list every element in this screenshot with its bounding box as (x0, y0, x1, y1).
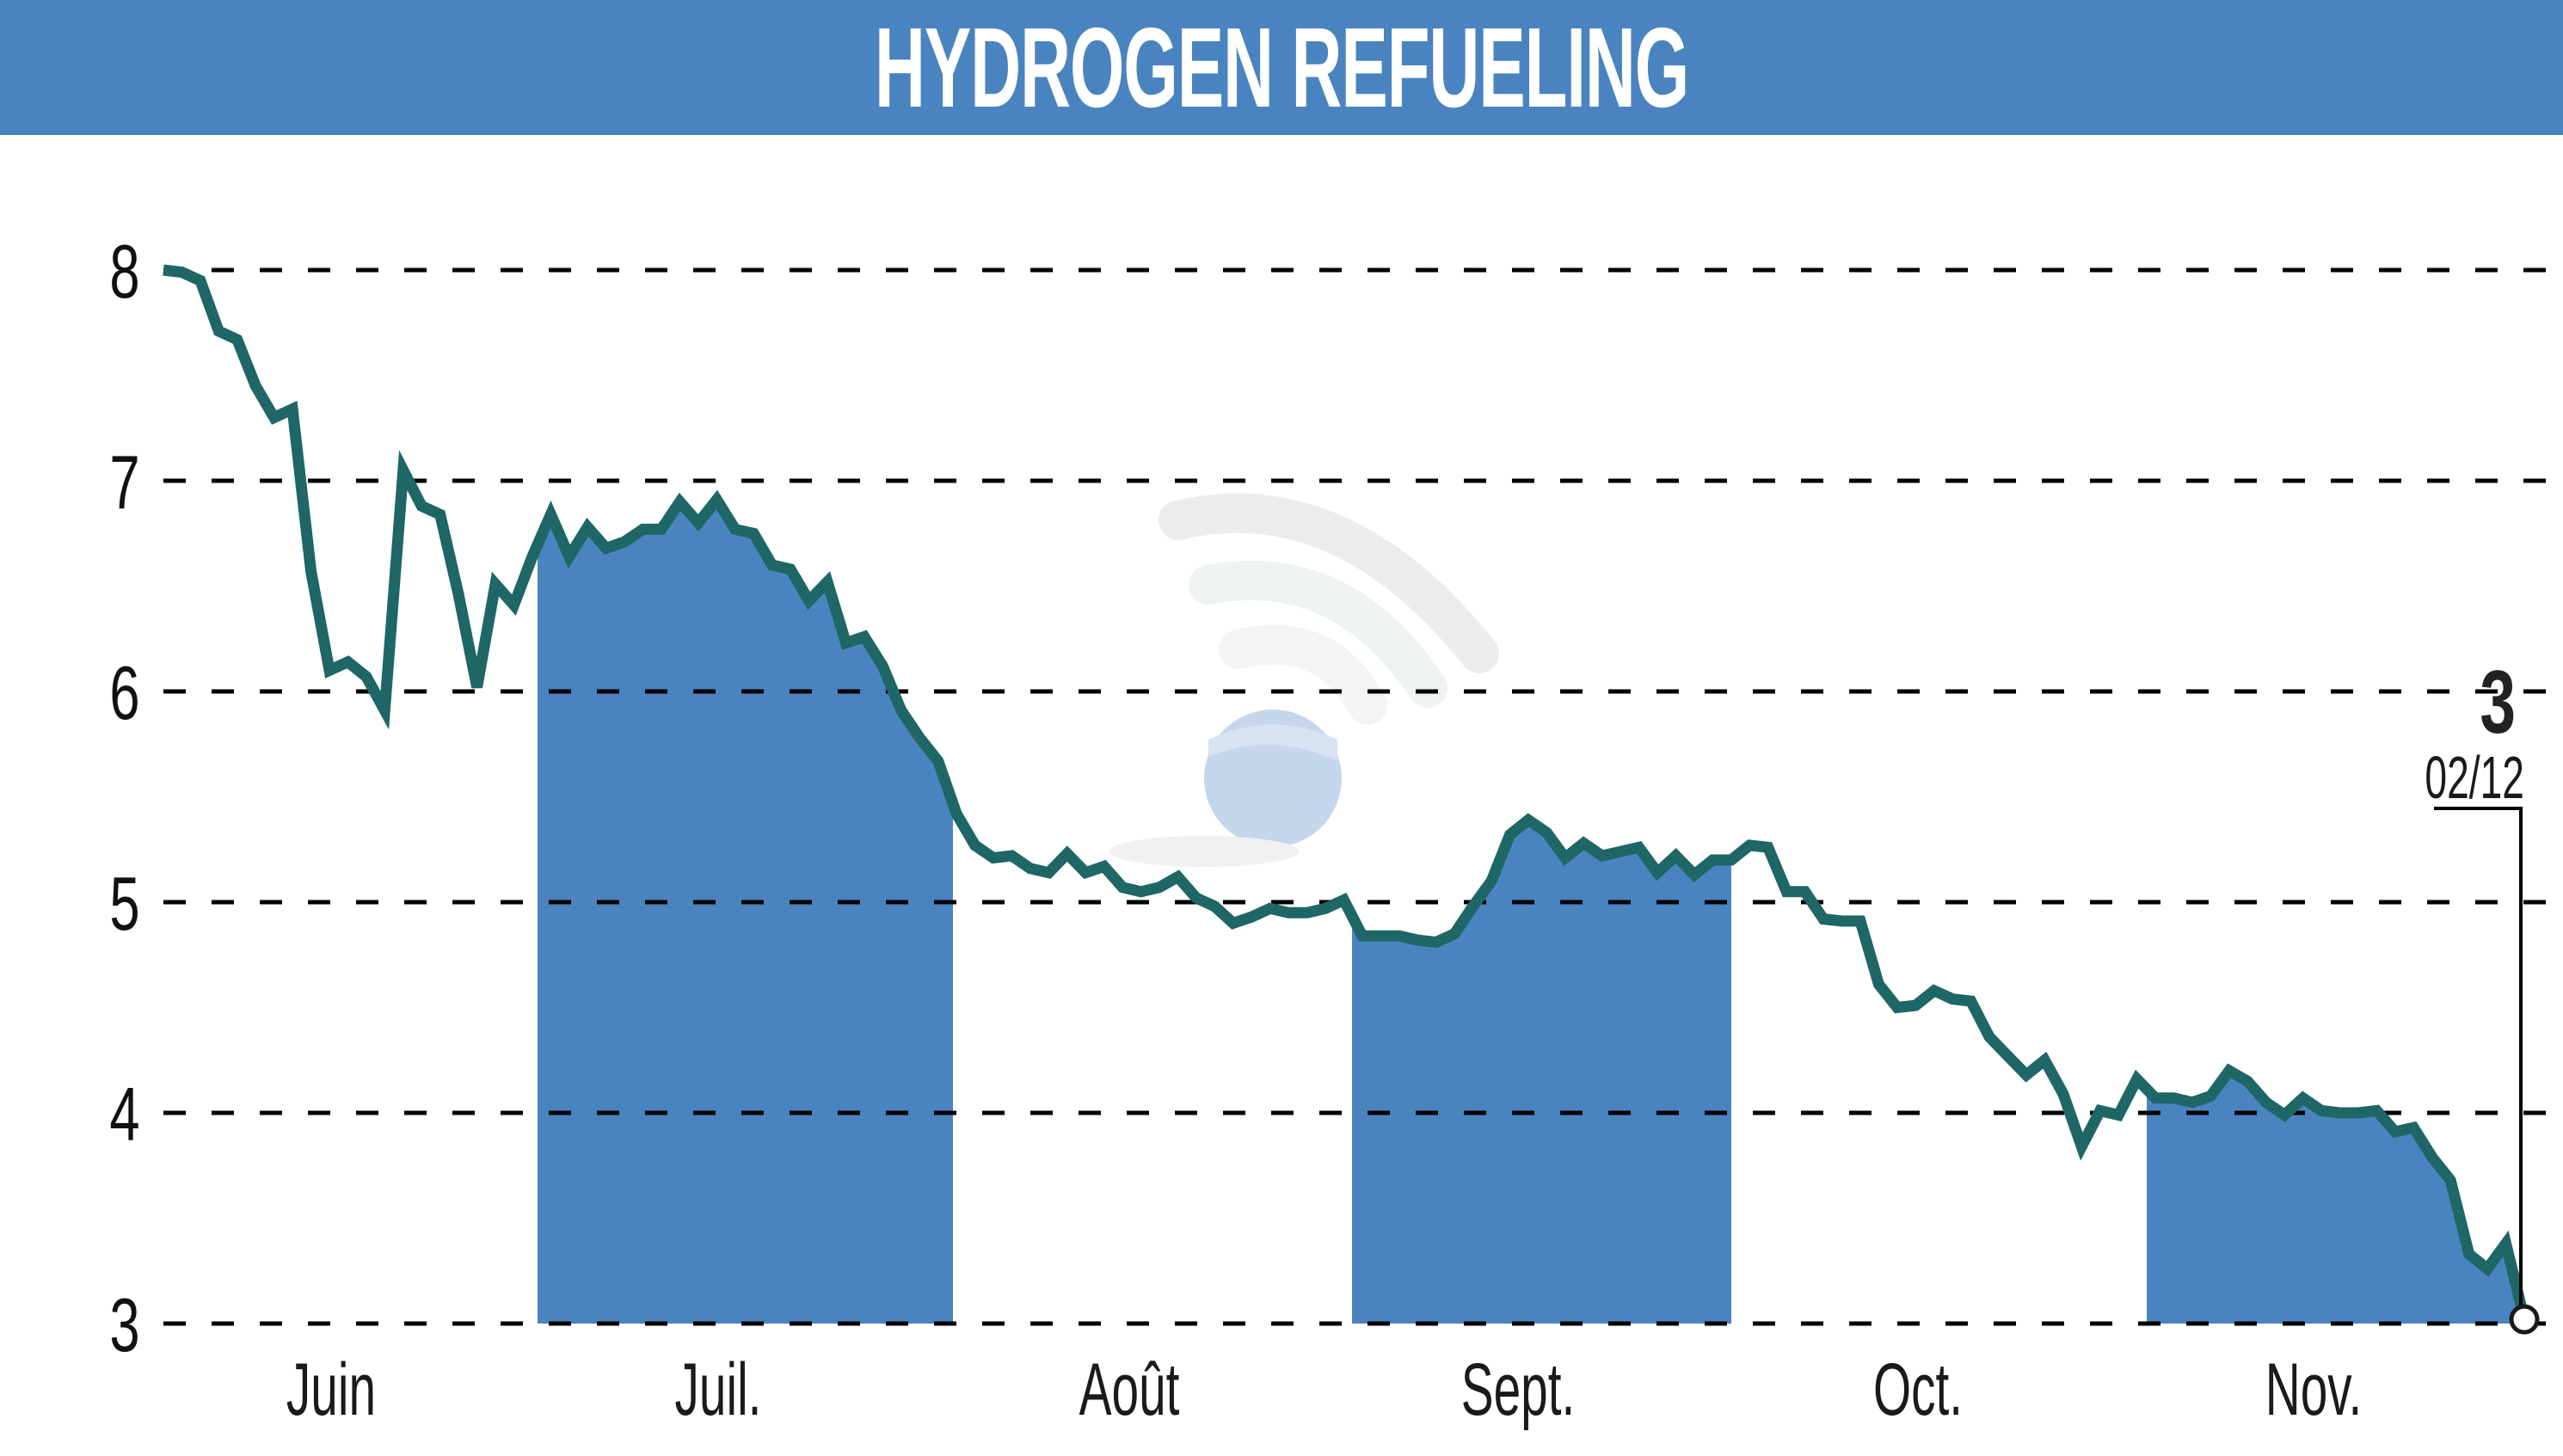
x-tick-label: Sept. (1461, 1348, 1576, 1431)
x-tick-label: Nov. (2265, 1348, 2362, 1431)
y-tick-label: 4 (109, 1073, 139, 1158)
grid-lines (163, 267, 2563, 1326)
last-value-label: 3 (2480, 653, 2516, 753)
chart-title: HYDROGEN REFUELING (874, 4, 1689, 131)
y-tick-label: 5 (109, 863, 139, 947)
last-value-leader-line (2434, 807, 2523, 1308)
y-tick-label: 8 (109, 230, 139, 315)
x-tick-label: Juil. (675, 1348, 762, 1431)
y-tick-label: 3 (109, 1284, 139, 1368)
title-bar (0, 0, 2563, 135)
x-tick-label: Août (1079, 1348, 1180, 1431)
month-shading-bands (538, 270, 2524, 1324)
x-tick-label: Juin (286, 1348, 376, 1431)
last-value-marker (2509, 1304, 2540, 1335)
y-tick-label: 6 (109, 652, 139, 736)
x-tick-label: Oct. (1873, 1348, 1963, 1431)
price-line (163, 264, 2530, 1321)
x-axis-ticks: Juin Juil. Août Sept. Oct. Nov. (286, 1348, 2362, 1431)
last-value-date: 02/12 (2425, 743, 2524, 811)
y-axis-ticks: 8 7 6 5 4 3 (109, 230, 139, 1368)
shaded-band-3 (1352, 270, 1731, 1324)
y-tick-label: 7 (109, 441, 139, 525)
shaded-band-1 (538, 270, 953, 1324)
signal-ball-watermark-icon (1109, 493, 1499, 867)
